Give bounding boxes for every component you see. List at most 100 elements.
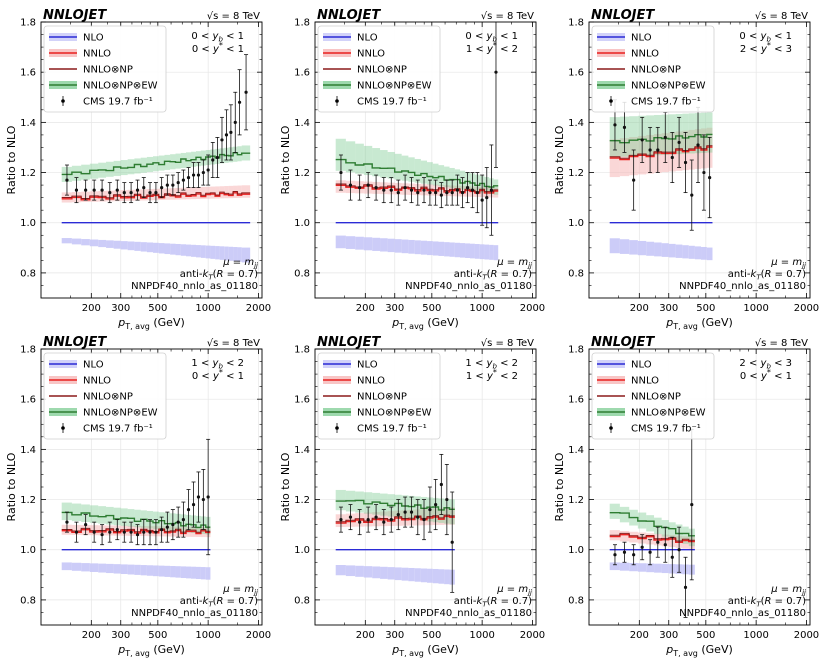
subplot-1: 200 300 500 1000 2000 0.8 1.0 1.2 1.4 1.6 1.8 NNLOJ… — [5, 8, 271, 331]
nlo-band-bin — [224, 246, 229, 261]
x-tick-label: 300 — [385, 630, 404, 641]
x-tick-label: 500 — [148, 303, 167, 314]
nnlo-np-line — [609, 145, 713, 159]
region-label-ystar: 2 < y* < 3 — [740, 41, 792, 55]
nlo-band-bin — [637, 563, 647, 572]
y-tick-label: 1.8 — [294, 18, 310, 29]
legend-label: NNLO⊗NP — [357, 65, 407, 76]
legend-label: NNLO⊗NP⊗EW — [631, 81, 706, 92]
y-axis-label: Ratio to NLO — [5, 452, 18, 521]
nlo-band-bin — [380, 566, 388, 579]
y-tick-label: 1.4 — [294, 445, 310, 456]
cms-point — [366, 518, 370, 522]
cms-point — [100, 533, 104, 537]
ew-band-bin — [387, 151, 395, 179]
y-tick-label: 1.4 — [568, 118, 584, 129]
cms-point — [622, 125, 627, 129]
nlo-band-bin — [180, 566, 186, 579]
cms-point — [229, 130, 233, 134]
nnlo-band-bin — [185, 187, 192, 200]
nlo-band-bin — [134, 241, 141, 251]
legend-label: NNLO⊗NP⊗EW — [631, 408, 706, 419]
nlo-band-bin — [706, 247, 713, 261]
y-tick-label: 1.6 — [568, 395, 584, 406]
cms-point — [396, 191, 400, 195]
cms-point — [148, 191, 152, 195]
cms-point — [206, 168, 210, 172]
legend-label: NNLO⊗NP⊗EW — [83, 408, 158, 419]
nlo-band-bin — [372, 566, 381, 579]
nlo-band-bin — [191, 566, 197, 579]
cms-point — [683, 160, 688, 165]
cms-point — [122, 191, 126, 195]
ew-band-bin — [345, 141, 356, 173]
cms-point — [445, 191, 449, 195]
cms-point — [648, 148, 652, 152]
legend-label: NNLO — [357, 376, 385, 387]
cms-point — [142, 530, 146, 534]
ew-band-bin — [427, 162, 433, 185]
cms-point — [74, 530, 79, 534]
nnlo-band-bin — [200, 527, 206, 538]
nlo-band-bin — [120, 564, 128, 575]
y-tick-label: 0.8 — [20, 595, 36, 606]
cms-point — [485, 196, 489, 200]
ew-band-bin — [180, 152, 186, 169]
jet-algorithm-label: anti-kT(R = 0.7) — [180, 596, 258, 609]
nlo-band-bin — [489, 244, 494, 260]
pdf-set-label: NNPDF40_nnlo_as_01180 — [131, 608, 258, 619]
ew-band-bin — [363, 492, 373, 514]
ew-band-bin — [682, 526, 689, 544]
ew-band-bin — [134, 158, 141, 174]
cms-point — [416, 515, 420, 519]
scale-label: μ = mjj — [770, 584, 806, 597]
y-tick-label: 0.8 — [568, 595, 584, 606]
ew-band-bin — [668, 522, 676, 540]
jet-algorithm-label: anti-kT(R = 0.7) — [454, 269, 532, 282]
ew-band-bin — [449, 167, 455, 189]
cms-point — [374, 515, 378, 519]
x-tick-label: 300 — [111, 303, 130, 314]
ew-band-bin — [120, 508, 128, 526]
region-label-ystar: 0 < y* < 1 — [192, 41, 244, 55]
x-tick-label: 2000 — [794, 303, 819, 314]
cms-point — [348, 515, 353, 519]
y-tick-label: 1.2 — [20, 495, 36, 506]
cms-point — [154, 530, 158, 534]
nlo-band-bin — [200, 567, 206, 580]
cms-point — [244, 90, 248, 94]
cms-point — [165, 183, 169, 187]
cms-point — [215, 155, 219, 160]
nlo-band-bin — [61, 562, 72, 571]
cms-point — [201, 170, 205, 175]
nlo-band-bin — [675, 244, 683, 258]
nlo-band-bin — [682, 245, 689, 259]
ew-band-bin — [355, 491, 364, 513]
x-tick-label: 200 — [82, 303, 101, 314]
nlo-band-bin — [438, 241, 445, 256]
legend: NLO NNLO NNLO⊗NP NNLO⊗NP⊗EW CMS 19.7 fb⁻¹ — [591, 352, 715, 440]
y-tick-label: 1.4 — [20, 118, 36, 129]
cms-point — [129, 191, 133, 195]
cms-point — [416, 191, 420, 195]
cms-point — [494, 70, 498, 74]
nlo-band-bin — [654, 242, 662, 257]
nlo-band-bin — [71, 238, 82, 245]
nlo-band-bin — [219, 246, 225, 260]
cms-point — [656, 540, 660, 544]
nlo-band-bin — [609, 238, 620, 254]
legend-label: CMS 19.7 fb⁻¹ — [631, 424, 701, 435]
nnlo-band-bin — [646, 533, 655, 545]
nlo-band-bin — [335, 235, 346, 249]
cms-point — [382, 188, 386, 192]
x-axis-label: pT, avg (GeV) — [391, 316, 459, 331]
nnlo-band-bin — [682, 536, 689, 549]
energy-label: √s = 8 TeV — [207, 338, 260, 349]
nlo-band-bin — [345, 565, 356, 577]
cms-point — [191, 502, 196, 507]
nnlo-band-bin — [438, 507, 445, 525]
x-tick-label: 300 — [385, 303, 404, 314]
legend: NLO NNLO NNLO⊗NP NNLO⊗NP⊗EW CMS 19.7 fb⁻¹ — [317, 352, 441, 440]
ew-band-bin — [89, 505, 99, 523]
cms-point — [465, 186, 470, 190]
